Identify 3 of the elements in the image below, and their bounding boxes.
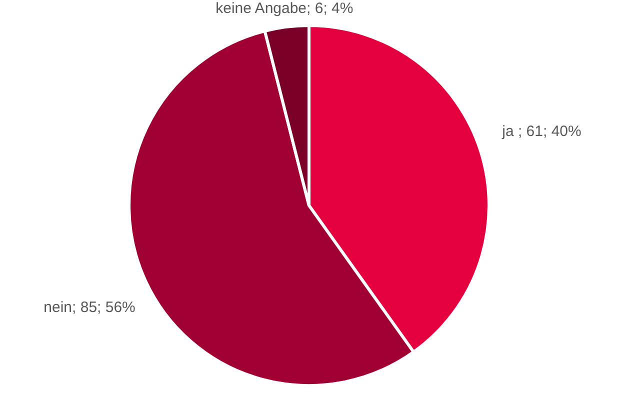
slice-label: nein; 85; 56%	[44, 299, 136, 316]
slice-label: ja ; 61; 40%	[501, 122, 582, 140]
slice-label: keine Angabe; 6; 4%	[216, 0, 354, 18]
